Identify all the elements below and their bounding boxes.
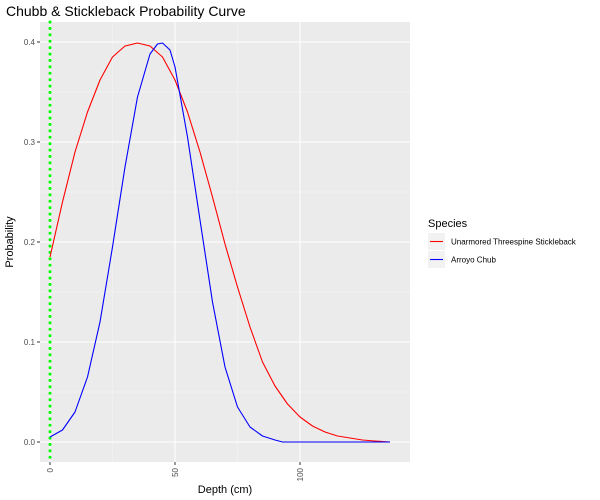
legend-label: Unarmored Threespine Stickleback	[451, 238, 577, 247]
legend-label: Arroyo Chub	[451, 256, 496, 265]
series-group	[49, 42, 391, 443]
legend-title: Species	[428, 218, 468, 230]
y-tick-label: 0.4	[24, 38, 36, 47]
y-tick-label: 0.2	[24, 238, 36, 247]
series-line-stickleback	[49, 42, 391, 443]
y-tick-label: 0.0	[24, 438, 36, 447]
chart-title: Chubb & Stickleback Probability Curve	[6, 3, 246, 19]
x-axis-title: Depth (cm)	[198, 484, 252, 496]
x-tick-label: 100	[296, 467, 305, 481]
y-tick-label: 0.3	[24, 138, 36, 147]
tick-group: 0 50 100 0.0 0.1 0.2 0.3 0.4	[24, 38, 305, 481]
series-line-arroyo-chub	[49, 42, 390, 443]
y-axis-title: Probability	[4, 216, 16, 268]
x-tick-label: 50	[171, 467, 180, 476]
x-tick-label: 0	[46, 467, 55, 472]
legend: Species Unarmored Threespine Stickleback…	[428, 218, 577, 268]
y-tick-label: 0.1	[24, 338, 36, 347]
